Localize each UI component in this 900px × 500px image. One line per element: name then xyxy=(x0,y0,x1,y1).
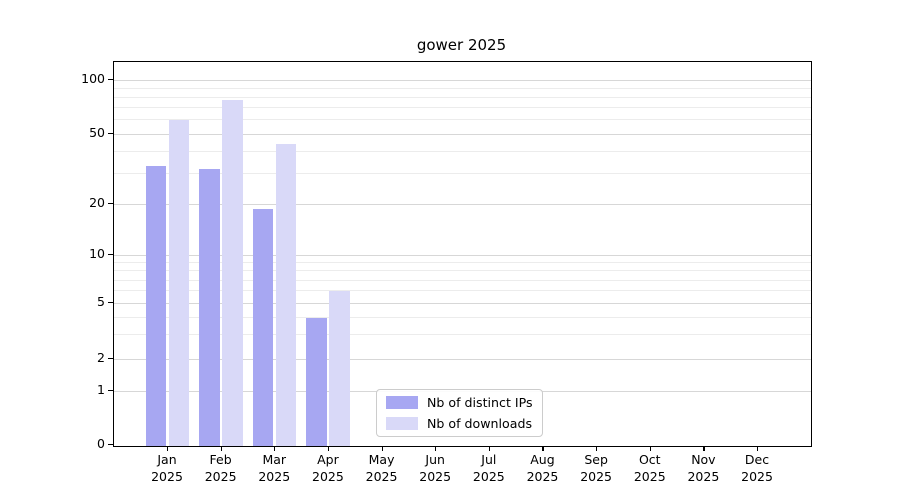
x-tick-mark xyxy=(167,447,169,451)
major-gridline xyxy=(114,133,811,135)
minor-gridline xyxy=(114,107,811,109)
bar-downloads-mar xyxy=(275,144,297,446)
x-tick-label: Jun 2025 xyxy=(419,452,452,484)
x-tick-label: Jan 2025 xyxy=(151,452,183,484)
minor-gridline xyxy=(114,87,811,89)
x-tick-mark xyxy=(649,447,651,451)
x-tick-label: May 2025 xyxy=(365,452,398,484)
y-tick-mark xyxy=(108,78,113,80)
y-tick-label: 5 xyxy=(97,294,105,309)
x-tick-mark xyxy=(757,447,759,451)
major-gridline xyxy=(114,359,811,360)
x-tick-label: Apr 2025 xyxy=(312,452,344,484)
minor-gridline xyxy=(114,150,811,152)
minor-gridline xyxy=(114,279,811,281)
y-tick-label: 10 xyxy=(89,246,105,261)
legend-item-downloads: Nb of downloads xyxy=(386,416,542,431)
bar-downloads-jan xyxy=(168,120,189,446)
bar-distinct-ips-feb xyxy=(199,168,220,446)
y-tick-mark xyxy=(108,203,113,205)
x-tick-mark xyxy=(381,447,383,451)
bar-distinct-ips-mar xyxy=(252,208,274,446)
y-tick-label: 1 xyxy=(97,382,105,397)
x-tick-label: Nov 2025 xyxy=(687,452,720,484)
legend-label-downloads: Nb of downloads xyxy=(427,415,533,431)
minor-gridline xyxy=(114,270,811,272)
x-tick-mark xyxy=(220,447,222,451)
minor-gridline xyxy=(114,262,811,264)
y-tick-label: 50 xyxy=(89,124,105,140)
x-tick-mark xyxy=(703,447,705,451)
x-tick-label: Sep 2025 xyxy=(580,452,613,484)
major-gridline xyxy=(114,303,811,304)
major-gridline xyxy=(114,79,811,81)
legend-swatch-distinct-ips xyxy=(386,396,418,410)
y-tick-mark xyxy=(108,390,113,392)
legend-label-distinct-ips: Nb of distinct IPs xyxy=(427,395,533,411)
y-tick-label: 100 xyxy=(81,70,105,86)
y-tick-mark xyxy=(108,444,113,446)
legend: Nb of distinct IPs Nb of downloads xyxy=(376,389,543,437)
x-tick-label: Jul 2025 xyxy=(472,452,505,484)
legend-item-distinct-ips: Nb of distinct IPs xyxy=(386,395,542,410)
x-tick-label: Mar 2025 xyxy=(258,452,291,484)
x-tick-label: Aug 2025 xyxy=(526,452,559,484)
minor-gridline xyxy=(114,334,811,336)
x-tick-mark xyxy=(542,447,544,451)
bar-distinct-ips-jan xyxy=(145,166,166,446)
bar-downloads-apr xyxy=(329,291,350,446)
plot-area xyxy=(113,61,812,447)
x-tick-mark xyxy=(488,447,491,451)
bar-distinct-ips-apr xyxy=(306,317,327,446)
x-tick-label: Feb 2025 xyxy=(204,452,237,484)
y-tick-mark xyxy=(108,254,113,256)
x-tick-mark xyxy=(327,447,330,451)
x-tick-mark xyxy=(596,447,598,451)
minor-gridline xyxy=(114,119,811,121)
chart-title: gower 2025 xyxy=(416,36,507,54)
major-gridline xyxy=(114,255,811,256)
minor-gridline xyxy=(114,316,811,318)
y-tick-label: 0 xyxy=(97,436,105,451)
y-tick-mark xyxy=(108,358,113,360)
minor-gridline xyxy=(114,290,811,292)
bar-downloads-feb xyxy=(222,99,243,446)
minor-gridline xyxy=(114,96,811,98)
major-gridline xyxy=(114,204,811,205)
x-tick-label: Oct 2025 xyxy=(633,452,666,484)
x-tick-label: Dec 2025 xyxy=(741,452,773,484)
minor-gridline xyxy=(114,172,811,174)
y-tick-label: 2 xyxy=(97,350,105,365)
y-tick-label: 20 xyxy=(89,195,105,210)
y-tick-mark xyxy=(108,132,113,134)
legend-swatch-downloads xyxy=(386,416,418,430)
y-tick-mark xyxy=(108,302,113,304)
x-tick-mark xyxy=(435,447,437,451)
x-tick-mark xyxy=(274,447,276,451)
